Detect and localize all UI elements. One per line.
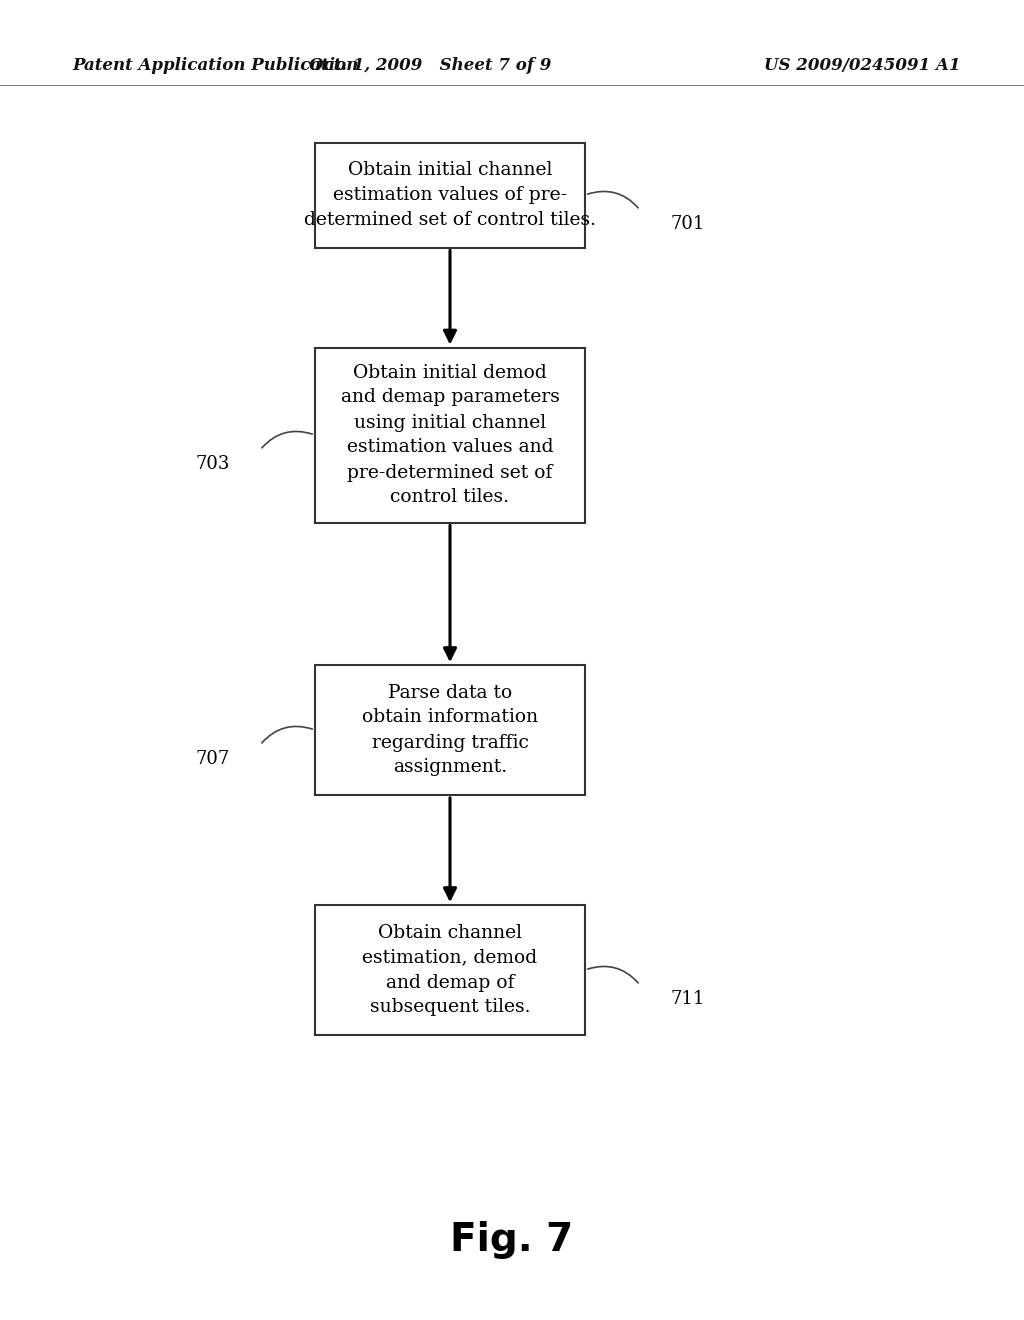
Bar <box>315 347 585 523</box>
Bar <box>315 906 585 1035</box>
Bar <box>315 143 585 248</box>
Bar <box>315 665 585 795</box>
Text: Obtain initial channel
estimation values of pre-
determined set of control tiles: Obtain initial channel estimation values… <box>304 161 596 228</box>
Text: Fig. 7: Fig. 7 <box>451 1221 573 1259</box>
Text: Obtain channel
estimation, demod
and demap of
subsequent tiles.: Obtain channel estimation, demod and dem… <box>362 924 538 1016</box>
Text: US 2009/0245091 A1: US 2009/0245091 A1 <box>764 57 961 74</box>
Text: 707: 707 <box>196 750 230 768</box>
Text: Patent Application Publication: Patent Application Publication <box>72 57 358 74</box>
Text: Obtain initial demod
and demap parameters
using initial channel
estimation value: Obtain initial demod and demap parameter… <box>341 363 559 507</box>
Text: Parse data to
obtain information
regarding traffic
assignment.: Parse data to obtain information regardi… <box>361 684 538 776</box>
Text: 703: 703 <box>196 455 230 473</box>
Text: 701: 701 <box>670 215 705 234</box>
Text: Oct. 1, 2009   Sheet 7 of 9: Oct. 1, 2009 Sheet 7 of 9 <box>309 57 551 74</box>
Text: 711: 711 <box>670 990 705 1008</box>
